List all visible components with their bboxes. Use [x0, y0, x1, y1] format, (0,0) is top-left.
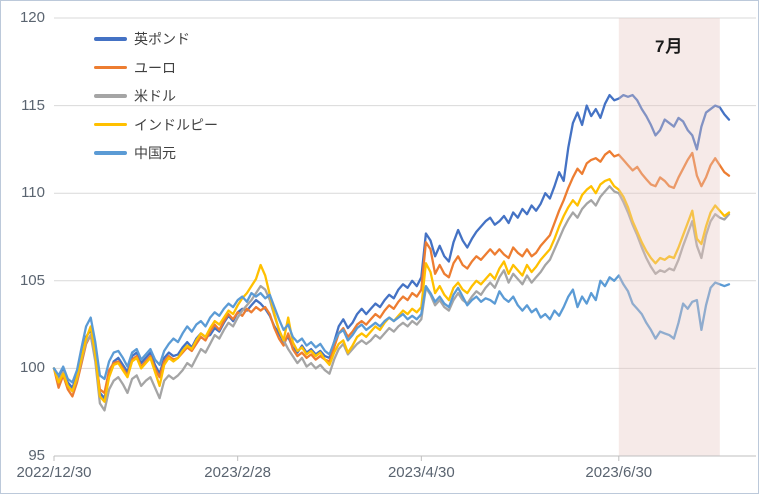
legend-item-gbp: 英ポンド — [94, 30, 218, 48]
series-line-4 — [52, 274, 731, 384]
series-line-0 — [52, 93, 731, 400]
y-axis-tick-label: 105 — [19, 271, 45, 289]
x-axis-tick-label: 2023/6/30 — [585, 464, 653, 481]
legend-swatch-cny — [94, 151, 127, 155]
series-line-1 — [52, 150, 731, 398]
legend-item-cny: 中国元 — [94, 144, 218, 162]
legend-label-cny: 中国元 — [134, 145, 176, 161]
x-axis-tick-label: 2023/4/30 — [387, 464, 455, 481]
y-axis-tick-label: 120 — [19, 9, 45, 26]
legend-swatch-inr — [94, 122, 127, 127]
legend-swatch-usd — [94, 94, 127, 98]
y-axis-tick-label: 115 — [21, 96, 45, 114]
y-axis-tick-label: 110 — [21, 184, 45, 202]
legend-swatch-eur — [94, 65, 127, 70]
y-axis-tick-label: 95 — [28, 447, 45, 464]
legend: 英ポンド ユーロ 米ドル インドルピー 中国元 — [94, 30, 218, 162]
legend-item-inr: インドルピー — [94, 116, 218, 134]
legend-label-eur: ユーロ — [134, 59, 176, 76]
legend-label-usd: 米ドル — [134, 88, 176, 104]
legend-label-gbp: 英ポンド — [134, 31, 190, 47]
july-highlight-label: 7月 — [655, 37, 684, 56]
legend-swatch-gbp — [94, 37, 127, 41]
legend-item-usd: 米ドル — [94, 87, 218, 105]
july-highlight-band — [618, 18, 720, 456]
y-axis-tick-label: 100 — [19, 359, 45, 377]
x-axis-tick-label: 2022/12/30 — [16, 464, 92, 481]
series-line-2 — [52, 185, 731, 412]
legend-label-inr: インドルピー — [134, 116, 218, 133]
x-axis-tick-label: 2023/2/28 — [204, 464, 272, 481]
legend-item-eur: ユーロ — [94, 59, 218, 77]
